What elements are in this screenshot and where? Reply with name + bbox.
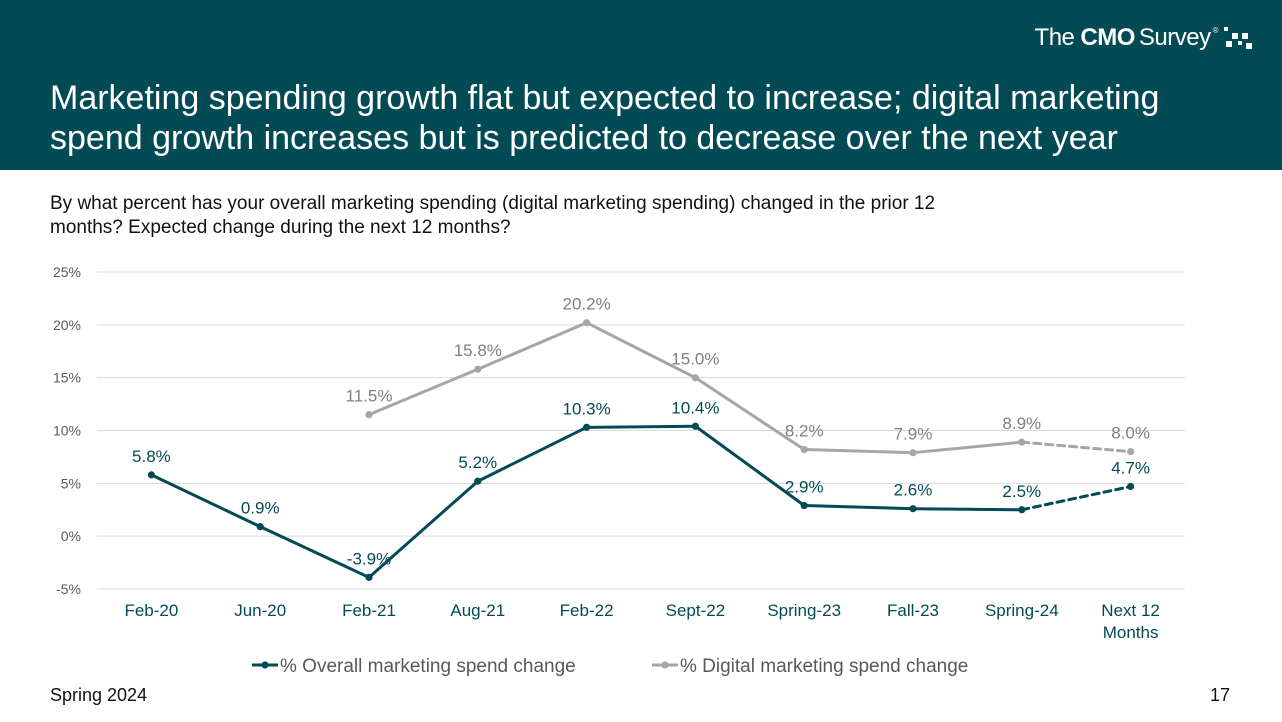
x-tick-label: Months (1103, 623, 1159, 642)
overall-series-segment (585, 424, 697, 429)
page-number: 17 (1209, 685, 1230, 705)
overall-data-label: 2.6% (894, 481, 933, 500)
overall-data-label: 10.4% (671, 398, 719, 417)
overall-data-point (909, 505, 917, 513)
overall-data-label: 10.3% (562, 399, 610, 418)
digital-series-segment (1020, 440, 1133, 454)
overall-data-label: 5.2% (458, 453, 497, 472)
digital-data-point (474, 365, 482, 373)
digital-data-label: 15.8% (454, 341, 502, 360)
logo-text-brand: CMO (1080, 24, 1135, 51)
digital-data-point (583, 319, 591, 327)
header-banner: The CMO Survey ® Marketing spending grow… (0, 0, 1282, 170)
overall-data-label: 2.5% (1002, 482, 1041, 501)
digital-data-point (909, 449, 917, 457)
overall-data-point (583, 423, 591, 431)
x-tick-label: Aug-21 (450, 601, 505, 620)
digital-series-segment (911, 440, 1024, 455)
x-tick-label: Jun-20 (234, 601, 286, 620)
digital-data-label: 8.9% (1002, 414, 1041, 433)
digital-data-point (1127, 448, 1135, 456)
y-tick-label: 10% (53, 423, 81, 439)
digital-series-segment (585, 321, 697, 380)
digital-data-point (365, 411, 373, 419)
digital-series-segment (802, 448, 915, 455)
y-tick-label: 0% (61, 528, 81, 544)
overall-series-segment (693, 424, 806, 508)
digital-data-point (691, 374, 700, 382)
x-tick-label: Feb-21 (342, 601, 396, 620)
line-chart: 25% 20% 15% 10% 5% 0% -5% Feb-20 Jun-20 Feb-21 Aug… (53, 264, 1185, 677)
overall-data-point (800, 501, 808, 510)
x-tick-label: Feb-22 (560, 601, 614, 620)
overall-data-label: -3.9% (347, 549, 391, 568)
digital-data-label: 20.2% (562, 295, 610, 314)
overall-data-point (691, 422, 700, 430)
y-tick-label: 25% (53, 264, 81, 280)
x-tick-label: Feb-20 (124, 601, 178, 620)
legend-overall-marker (261, 661, 269, 669)
overall-data-point (147, 471, 155, 479)
overall-series-segment (802, 504, 915, 511)
y-tick-label: 5% (61, 475, 81, 491)
overall-series-segment (258, 525, 371, 579)
digital-data-point (800, 445, 808, 454)
overall-series-segment (476, 425, 589, 483)
overall-data-label: 2.9% (785, 478, 824, 497)
digital-data-label: 8.0% (1111, 424, 1150, 443)
overall-series-segment (367, 479, 480, 579)
x-tick-label: Spring-23 (767, 601, 841, 620)
logo-text-the: The (1034, 24, 1075, 51)
survey-question: By what percent has your overall marketi… (50, 193, 936, 238)
digital-data-label: 11.5% (346, 387, 393, 406)
x-tick-label: Sept-22 (666, 601, 726, 620)
digital-series-segment (367, 367, 480, 417)
footer-edition: Spring 2024 (50, 685, 148, 705)
legend-overall-label: % Overall marketing spend change (280, 656, 576, 677)
x-tick-label: Spring-24 (985, 601, 1059, 620)
digital-series-segment (693, 376, 806, 452)
logo-text-survey: Survey (1138, 24, 1211, 51)
y-tick-label: 20% (53, 317, 81, 333)
overall-data-label: 0.9% (241, 499, 280, 518)
overall-data-point (256, 523, 264, 531)
overall-series-segment (911, 507, 1024, 512)
overall-data-label: 5.8% (132, 447, 171, 466)
overall-data-point (365, 573, 373, 581)
legend-digital-label: % Digital marketing spend change (680, 656, 968, 677)
y-tick-label: 15% (53, 370, 81, 386)
digital-data-point (1018, 438, 1026, 446)
overall-data-point (1018, 506, 1026, 514)
cmo-survey-logo: The CMO Survey ® (1035, 24, 1252, 52)
overall-series-segment (1020, 485, 1133, 512)
digital-series-segment (476, 321, 589, 371)
digital-data-label: 8.2% (785, 422, 824, 441)
y-tick-label: -5% (56, 581, 81, 597)
logo-registered-mark: ® (1212, 25, 1219, 35)
overall-data-label: 4.7% (1111, 459, 1150, 478)
digital-data-label: 15.0% (671, 350, 719, 369)
overall-data-point (474, 477, 482, 485)
x-tick-label: Fall-23 (887, 601, 939, 620)
page-title: Marketing spending growth flat but expec… (50, 79, 1160, 157)
overall-series-segment (149, 473, 262, 529)
digital-data-label: 7.9% (894, 425, 933, 444)
x-tick-label: Next 12 (1101, 601, 1160, 620)
logo-dots-icon (1224, 27, 1252, 49)
legend-digital-marker (661, 661, 669, 669)
overall-data-point (1127, 482, 1135, 491)
